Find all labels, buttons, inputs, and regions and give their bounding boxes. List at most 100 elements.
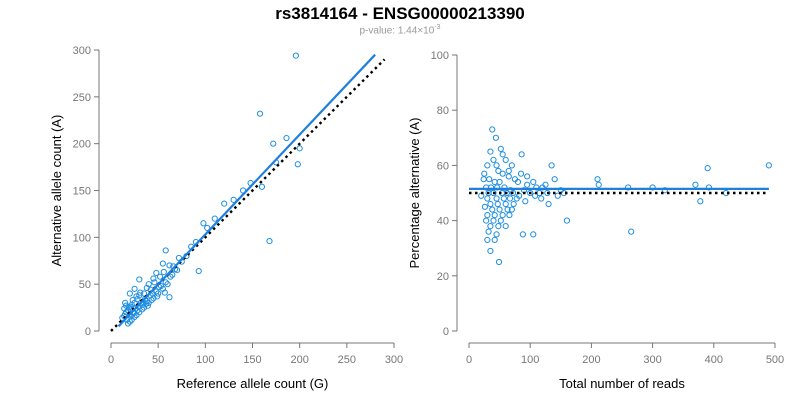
panel-1-data-point (126, 290, 133, 297)
panel-2-data-point (499, 211, 506, 219)
panel-2-data-point (494, 200, 501, 208)
panel-2-data-point (493, 231, 500, 238)
panel-2-data-point (524, 173, 531, 180)
panel-2-data-point (509, 189, 517, 197)
panel-2-data-point (495, 167, 502, 175)
panel-2-data-point (487, 148, 494, 155)
panel-2-data-point (595, 181, 602, 188)
panel-1-data-point (166, 262, 173, 269)
panel-2-data-point (542, 181, 549, 188)
panel-2-data-point (497, 145, 504, 152)
panel-2-data-point (486, 176, 493, 183)
panel-1-y-tick-label: 150 (73, 186, 91, 198)
panel-1-data-point (133, 293, 140, 300)
panel-1-data-point (294, 161, 301, 168)
panel-2-data-point (544, 189, 551, 197)
panel-2-data-point (484, 236, 491, 244)
panel-2-data-point (503, 189, 511, 197)
panel-2-data-point (533, 184, 540, 191)
panel-2-data-point (506, 195, 514, 202)
panel-2-data-point (497, 217, 504, 224)
panel-1-data-point (221, 200, 228, 207)
panel-2-y-tick-label: 20 (437, 271, 449, 283)
panel-1-data-point (159, 260, 166, 267)
panel-2-data-point (493, 195, 500, 202)
panel-2-data-point (514, 178, 522, 186)
panel-1-x-tick-label: 100 (196, 354, 214, 366)
panel-2-data-point (504, 206, 511, 213)
panel-1-y-tick-label: 250 (73, 92, 91, 104)
panel-2-data-point (495, 258, 503, 266)
panel-2-y-tick-label: 40 (437, 216, 449, 228)
panel-1-data-point (137, 289, 144, 296)
panel-2-x-tick-label: 500 (766, 354, 784, 366)
panel-2-data-point (499, 151, 506, 158)
panel-2-data-point (551, 176, 558, 183)
panel-2-data-point (487, 223, 494, 230)
panel-1-data-point (154, 293, 161, 300)
panel-2-data-point (704, 165, 711, 172)
panel-2-data-point (487, 200, 494, 208)
panel-2-data-point (490, 156, 497, 163)
panel-2-data-point (485, 228, 492, 235)
panel-2-data-point (491, 211, 498, 219)
panel-2-x-tick-label: 100 (521, 354, 539, 366)
panel-1-data-point (139, 306, 146, 313)
panel-2-data-point (518, 151, 525, 158)
panel-1-data-point (122, 302, 130, 309)
panel-1-data-point (200, 220, 207, 227)
panel-2-data-point (548, 162, 555, 169)
panel-2-data-point (530, 178, 537, 186)
panel-2-data-point (484, 195, 491, 202)
panel-2-data-point (483, 217, 490, 224)
panel-1-data-point (150, 275, 157, 282)
panel-1-data-point (195, 267, 202, 275)
panel-2-data-point (493, 162, 500, 169)
panel-1-data-point (161, 289, 168, 296)
panel-2-data-point (545, 200, 552, 208)
panel-2-data-point (496, 206, 503, 213)
panel-1-x-tick-label: 300 (385, 354, 403, 366)
panel-2-data-point (492, 134, 500, 141)
panel-2-data-point (524, 181, 531, 188)
panel-2-y-tick-label: 0 (443, 326, 449, 338)
panel-2-data-point (530, 231, 537, 238)
panel-1-data-point (256, 110, 264, 117)
panel-2-data-point (484, 162, 491, 169)
panel-2-data-point (505, 173, 512, 180)
panel-2-data-point (491, 236, 498, 244)
panel-1-data-point (162, 247, 169, 254)
panel-2-data-point (506, 211, 513, 219)
panel-2-data-point (508, 206, 515, 213)
panel-2-data-point (501, 184, 508, 191)
panel-2-data-point (692, 181, 699, 188)
panel-2-data-point (502, 200, 509, 208)
panel-2-y-tick-label: 80 (437, 105, 449, 117)
chart-title: rs3814164 - ENSG00000213390 (275, 4, 525, 23)
panel-2-data-point (594, 176, 601, 183)
panel-1-data-point (148, 296, 155, 304)
panel-2-data-point (495, 223, 502, 230)
panel-1-data-point (270, 140, 277, 147)
panel-2-data-point (487, 184, 495, 191)
panel-2-data-point (480, 176, 487, 183)
panel-1-y-tick-label: 100 (73, 232, 91, 244)
panel-2-data-point (502, 223, 509, 230)
panel-1-data-point (136, 276, 143, 283)
panel-1-data-point (153, 269, 160, 277)
panel-2-data-point (489, 206, 496, 213)
panel-2-data-point (510, 200, 517, 208)
panel-1-data-point (173, 267, 181, 274)
panel-1-x-axis-title: Reference allele count (G) (177, 376, 329, 391)
panel-2-data-point (505, 167, 512, 175)
subtitle-exponent: -3 (434, 24, 441, 31)
panel-2-data-point (502, 156, 509, 163)
panel-2-data-point (527, 189, 534, 197)
panel-1-data-point (258, 183, 266, 190)
panel-2-data-point (522, 198, 529, 205)
panel-1-data-point (129, 296, 136, 304)
panel-1-data-point (156, 273, 164, 280)
panel-2-x-tick-label: 200 (582, 354, 600, 366)
panel-1-data-point (292, 52, 299, 59)
panel-2-data-point (649, 184, 656, 191)
